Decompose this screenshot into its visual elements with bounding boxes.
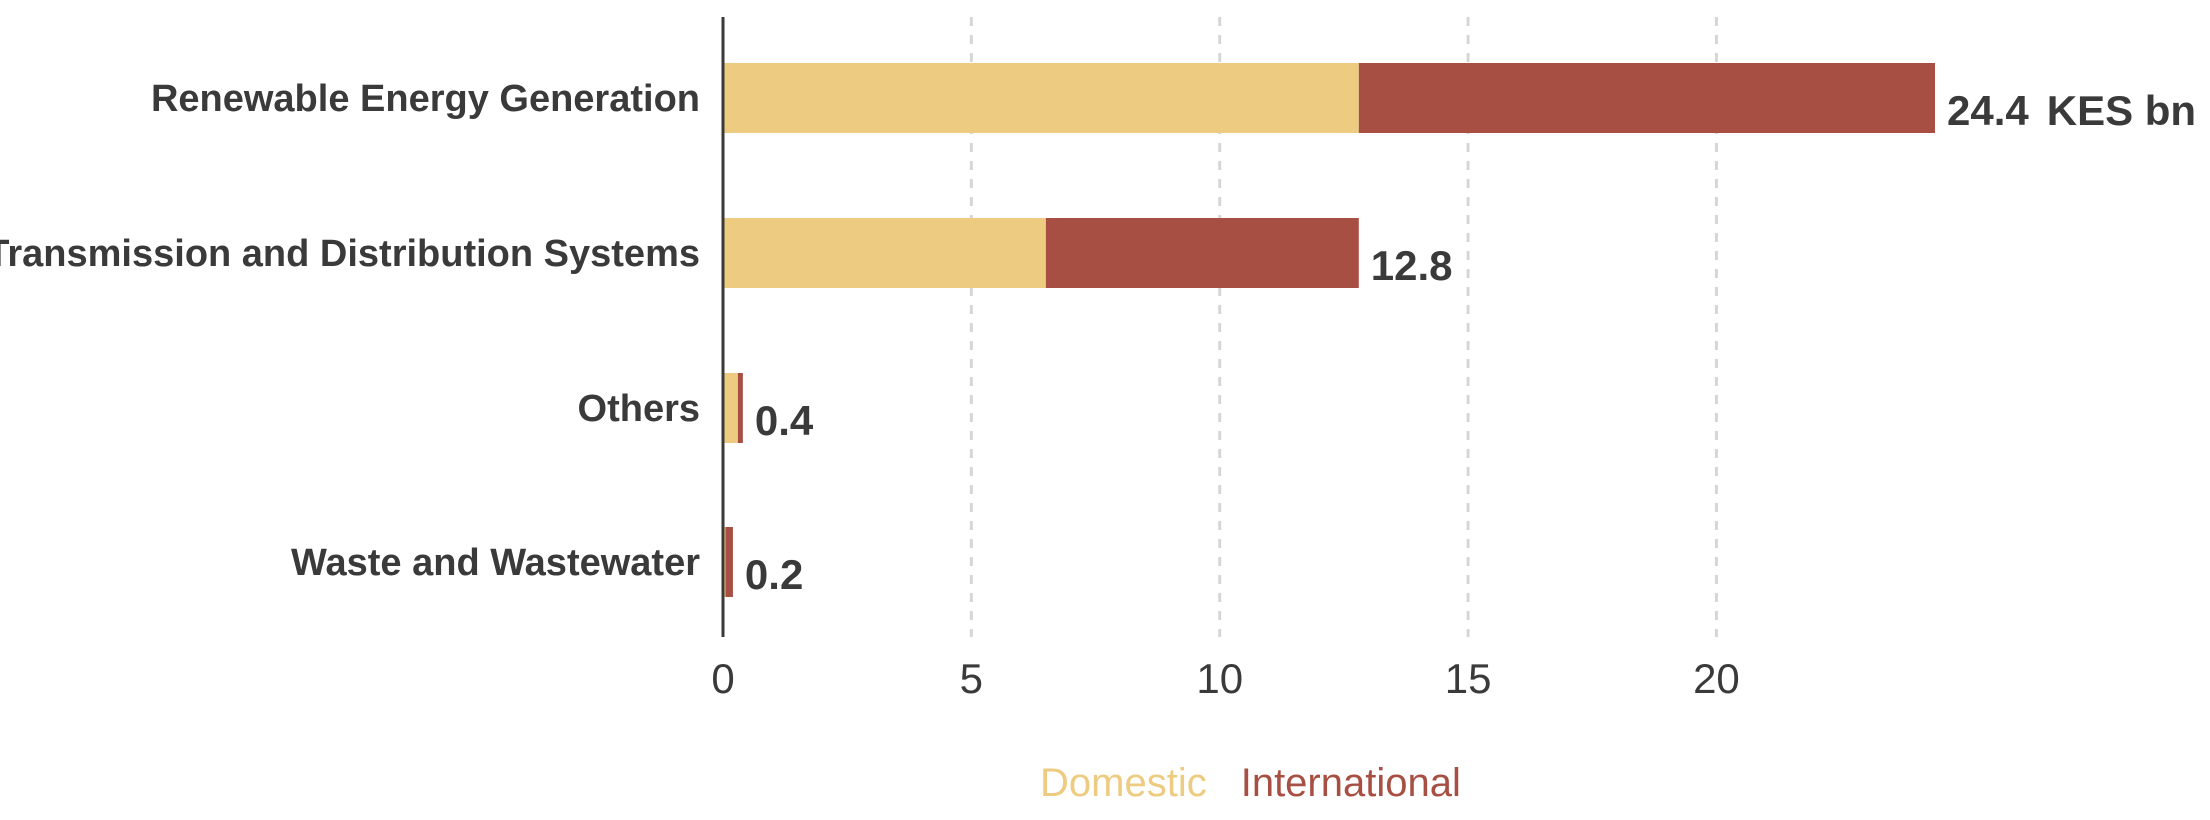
x-tick-labels: 0 5 10 15 20 — [711, 655, 1739, 702]
total-value-label: 24.4 KES bn — [1947, 87, 2196, 134]
legend-item-domestic: Domestic — [1040, 761, 1207, 805]
total-value-label: 0.2 — [745, 551, 803, 598]
bars — [723, 63, 1935, 597]
category-label: Waste and Wastewater — [291, 542, 700, 584]
bar-segment-domestic — [723, 218, 1046, 288]
legend-item-international: International — [1241, 761, 1461, 805]
total-value-label: 0.4 — [755, 397, 814, 444]
total-labels: 24.4 KES bn 12.8 0.4 0.2 — [745, 87, 2196, 598]
bar-segment-domestic — [723, 373, 738, 443]
legend: Domestic International — [1040, 761, 1461, 805]
bar-segment-international — [725, 527, 733, 597]
x-tick-label: 10 — [1196, 655, 1243, 702]
category-label: Transmission and Distribution Systems — [0, 233, 700, 275]
category-label: Others — [578, 388, 700, 430]
total-value-label: 12.8 — [1371, 242, 1453, 289]
x-tick-label: 20 — [1693, 655, 1740, 702]
legend-entries: Domestic International — [1040, 761, 1461, 805]
bar-segment-international — [1045, 218, 1359, 288]
bar-segment-international — [1358, 63, 1935, 133]
unit-label: KES bn — [2047, 87, 2196, 134]
bar-segment-domestic — [723, 63, 1359, 133]
x-tick-label: 5 — [960, 655, 983, 702]
x-tick-label: 0 — [711, 655, 734, 702]
x-tick-label: 15 — [1445, 655, 1492, 702]
gridlines — [969, 17, 1718, 637]
category-label: Renewable Energy Generation — [151, 78, 700, 120]
bar-segment-international — [737, 373, 743, 443]
category-labels: Renewable Energy Generation Transmission … — [0, 78, 700, 584]
